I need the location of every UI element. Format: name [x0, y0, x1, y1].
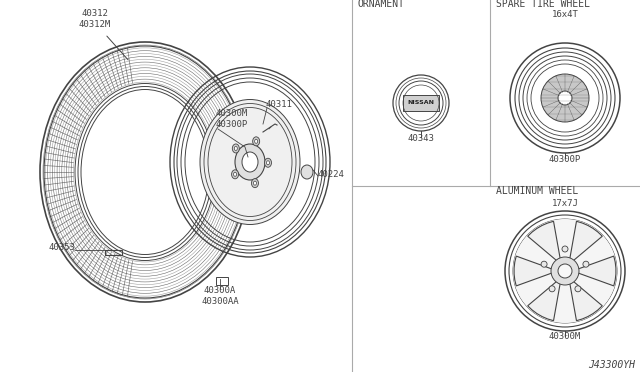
- Circle shape: [541, 261, 547, 267]
- Text: 40343: 40343: [408, 134, 435, 143]
- Circle shape: [558, 91, 572, 105]
- Circle shape: [583, 261, 589, 267]
- Text: ALUMINUM WHEEL: ALUMINUM WHEEL: [496, 186, 579, 196]
- Circle shape: [541, 74, 589, 122]
- Text: 40312
40312M: 40312 40312M: [79, 9, 111, 29]
- Ellipse shape: [232, 144, 239, 153]
- Text: 40224: 40224: [318, 170, 345, 179]
- Circle shape: [549, 286, 555, 292]
- Polygon shape: [570, 281, 602, 321]
- Circle shape: [393, 75, 449, 131]
- Ellipse shape: [234, 147, 237, 150]
- Polygon shape: [570, 221, 602, 261]
- Ellipse shape: [235, 144, 265, 180]
- Text: 40300P: 40300P: [549, 155, 581, 164]
- Ellipse shape: [200, 99, 300, 224]
- Polygon shape: [514, 256, 552, 286]
- Circle shape: [558, 264, 572, 278]
- Ellipse shape: [232, 170, 239, 179]
- Ellipse shape: [301, 165, 313, 179]
- Bar: [403, 95, 439, 111]
- Text: 17x7J: 17x7J: [552, 199, 579, 208]
- Ellipse shape: [253, 181, 257, 185]
- Circle shape: [575, 286, 581, 292]
- Text: 40300M
40300P: 40300M 40300P: [215, 109, 247, 129]
- Polygon shape: [578, 256, 616, 286]
- Text: 40300A
40300AA: 40300A 40300AA: [201, 286, 239, 306]
- Text: 40353: 40353: [48, 243, 75, 252]
- Circle shape: [551, 257, 579, 285]
- Ellipse shape: [234, 172, 237, 176]
- Polygon shape: [528, 221, 560, 261]
- Polygon shape: [528, 281, 560, 321]
- Ellipse shape: [253, 137, 260, 146]
- Ellipse shape: [242, 152, 258, 172]
- Text: J43300YH: J43300YH: [588, 360, 635, 370]
- Text: 16x4T: 16x4T: [552, 10, 579, 19]
- Ellipse shape: [255, 140, 258, 143]
- Ellipse shape: [266, 161, 269, 165]
- Text: 40311: 40311: [265, 100, 292, 109]
- Circle shape: [562, 246, 568, 252]
- Circle shape: [513, 219, 617, 323]
- Text: 40300M: 40300M: [549, 332, 581, 341]
- Ellipse shape: [264, 158, 271, 167]
- Text: ORNAMENT: ORNAMENT: [358, 0, 405, 9]
- Ellipse shape: [252, 179, 259, 187]
- Text: NISSAN: NISSAN: [408, 100, 435, 106]
- Text: SPARE TIRE WHEEL: SPARE TIRE WHEEL: [496, 0, 590, 9]
